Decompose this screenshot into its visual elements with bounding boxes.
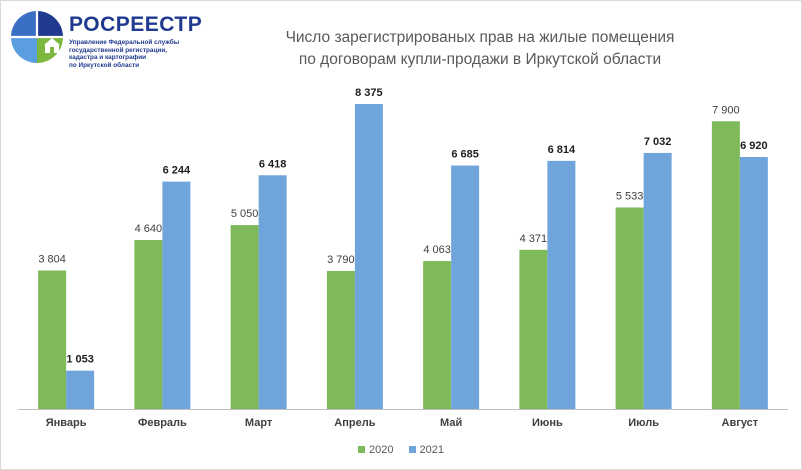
rosreestr-logo: РОСРЕЕСТР Управление Федеральной службы … [9, 9, 229, 73]
data-label-2020: 3 790 [327, 254, 355, 266]
data-label-2020: 7 900 [712, 104, 740, 116]
x-tick-label: Июнь [532, 417, 563, 429]
logo-subtitle: Управление Федеральной службы государств… [69, 39, 229, 69]
logo-name: РОСРЕЕСТР [69, 13, 203, 36]
bar-2021 [451, 165, 480, 409]
legend-item-2020: 2020 [357, 444, 394, 456]
data-label-2021: 6 814 [548, 144, 576, 156]
data-label-2020: 4 063 [423, 244, 451, 256]
data-label-2020: 4 371 [520, 233, 548, 245]
chart-title-line: Число зарегистрированых прав на жилые по… [285, 29, 675, 46]
data-label-2021: 6 418 [259, 158, 287, 170]
data-label-2021: 1 053 [66, 354, 94, 366]
x-tick-label: Март [245, 417, 273, 429]
data-label-2020: 5 050 [231, 208, 259, 220]
logo-subtitle-line: кадастра и картографии [69, 54, 147, 62]
x-tick-label: Июль [628, 417, 659, 429]
data-label-2021: 6 244 [163, 165, 191, 177]
x-tick-label: Август [722, 417, 759, 429]
bar-2020 [38, 270, 67, 409]
bar-2020 [519, 249, 548, 409]
data-label-2021: 6 685 [451, 149, 479, 161]
x-tick-label: Май [440, 417, 462, 429]
data-label-2020: 4 640 [135, 223, 163, 235]
logo-subtitle-line: государственной регистрации, [69, 46, 168, 54]
bar-2021 [547, 160, 576, 409]
x-tick-label: Февраль [138, 417, 187, 429]
legend-label-2020: 2020 [368, 444, 394, 456]
bar-2020 [711, 121, 740, 409]
data-label-2021: 8 375 [355, 87, 383, 99]
legend-swatch-2021 [408, 446, 416, 453]
bar-2020 [326, 270, 355, 409]
bar-2021 [354, 104, 383, 409]
chart-title: Число зарегистрированых прав на жилые по… [241, 27, 719, 71]
x-tick-label: Январь [46, 417, 87, 429]
data-label-2020: 3 804 [38, 253, 66, 265]
legend-item-2021: 2021 [408, 444, 445, 456]
bar-2021 [643, 152, 672, 410]
x-tick-label: Апрель [334, 417, 375, 429]
data-label-2021: 6 920 [740, 140, 768, 152]
bar-2020 [423, 261, 452, 409]
data-label-2021: 7 032 [644, 136, 672, 148]
bar-2020 [615, 207, 644, 409]
bar-2020 [134, 240, 163, 409]
logo-subtitle-line: Управление Федеральной службы [69, 39, 180, 46]
legend-swatch-2020 [357, 446, 365, 453]
bar-2021 [162, 181, 191, 409]
bar-2021 [739, 156, 768, 409]
logo-subtitle-line: по Иркутской области [69, 61, 140, 69]
bar-2021 [66, 370, 95, 409]
chart-title-line: по договорам купли-продажи в Иркутской о… [298, 51, 662, 68]
bar-2021 [258, 175, 287, 409]
legend-label-2021: 2021 [419, 444, 445, 456]
data-label-2020: 5 533 [616, 190, 644, 202]
chart-legend: 2020 2021 [1, 444, 801, 456]
bar-2020 [230, 225, 259, 409]
rosreestr-emblem-icon [11, 11, 63, 63]
